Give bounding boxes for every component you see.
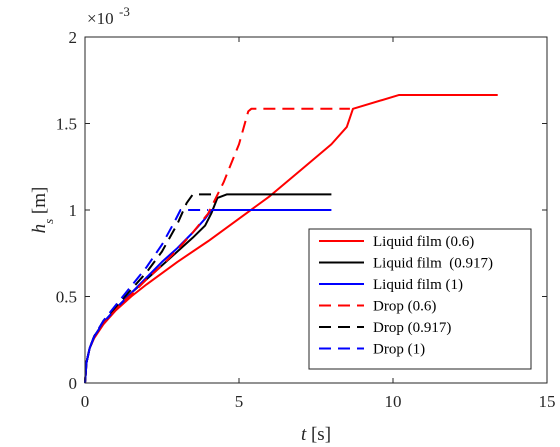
y-tick-label: 0.5: [56, 288, 77, 307]
x-tick-label: 10: [385, 392, 402, 411]
x-axis-label-text: t [s]: [301, 424, 331, 445]
x-tick-label: 0: [81, 392, 90, 411]
y-tick-label: 0: [69, 374, 78, 393]
x-axis-unit: [s]: [306, 424, 331, 445]
legend-label-5: Drop (1): [373, 342, 425, 358]
exponent-power: -3: [119, 4, 130, 19]
legend-label-4: Drop (0.917): [373, 320, 451, 336]
legend: Liquid film (0.6) Liquid film (0.917) Liqu…: [308, 228, 532, 370]
exponent-label: ×10 -3: [87, 4, 130, 28]
legend-box: [308, 228, 532, 370]
y-axis-subscript: s: [41, 219, 56, 224]
series-line-2: [84, 209, 332, 384]
axis-ticks: 0 5 10 15 0 0.5 1 1.5 2: [56, 28, 556, 411]
x-axis-variable: t: [301, 424, 307, 445]
y-axis-label-text: hs [m]: [29, 187, 56, 234]
y-axis-label: hs [m]: [29, 187, 56, 234]
legend-label-3: Drop (0.6): [373, 299, 436, 315]
exponent-base: ×10: [87, 9, 114, 28]
y-axis-unit: [m]: [29, 187, 50, 219]
legend-label-0: Liquid film (0.6): [373, 234, 474, 250]
x-tick-label: 5: [235, 392, 244, 411]
y-axis-variable: h: [29, 224, 50, 234]
legend-label-2: Liquid film (1): [373, 277, 463, 293]
x-axis-label: t [s]: [301, 424, 331, 445]
y-tick-label: 1.5: [56, 115, 77, 134]
legend-label-1: Liquid film (0.917): [373, 256, 493, 272]
y-tick-label: 2: [69, 28, 78, 47]
x-tick-label: 15: [539, 392, 556, 411]
series-lines: [84, 93, 498, 384]
y-tick-label: 1: [69, 201, 78, 220]
series-line-5: [84, 209, 209, 384]
series-line-4: [84, 193, 218, 384]
